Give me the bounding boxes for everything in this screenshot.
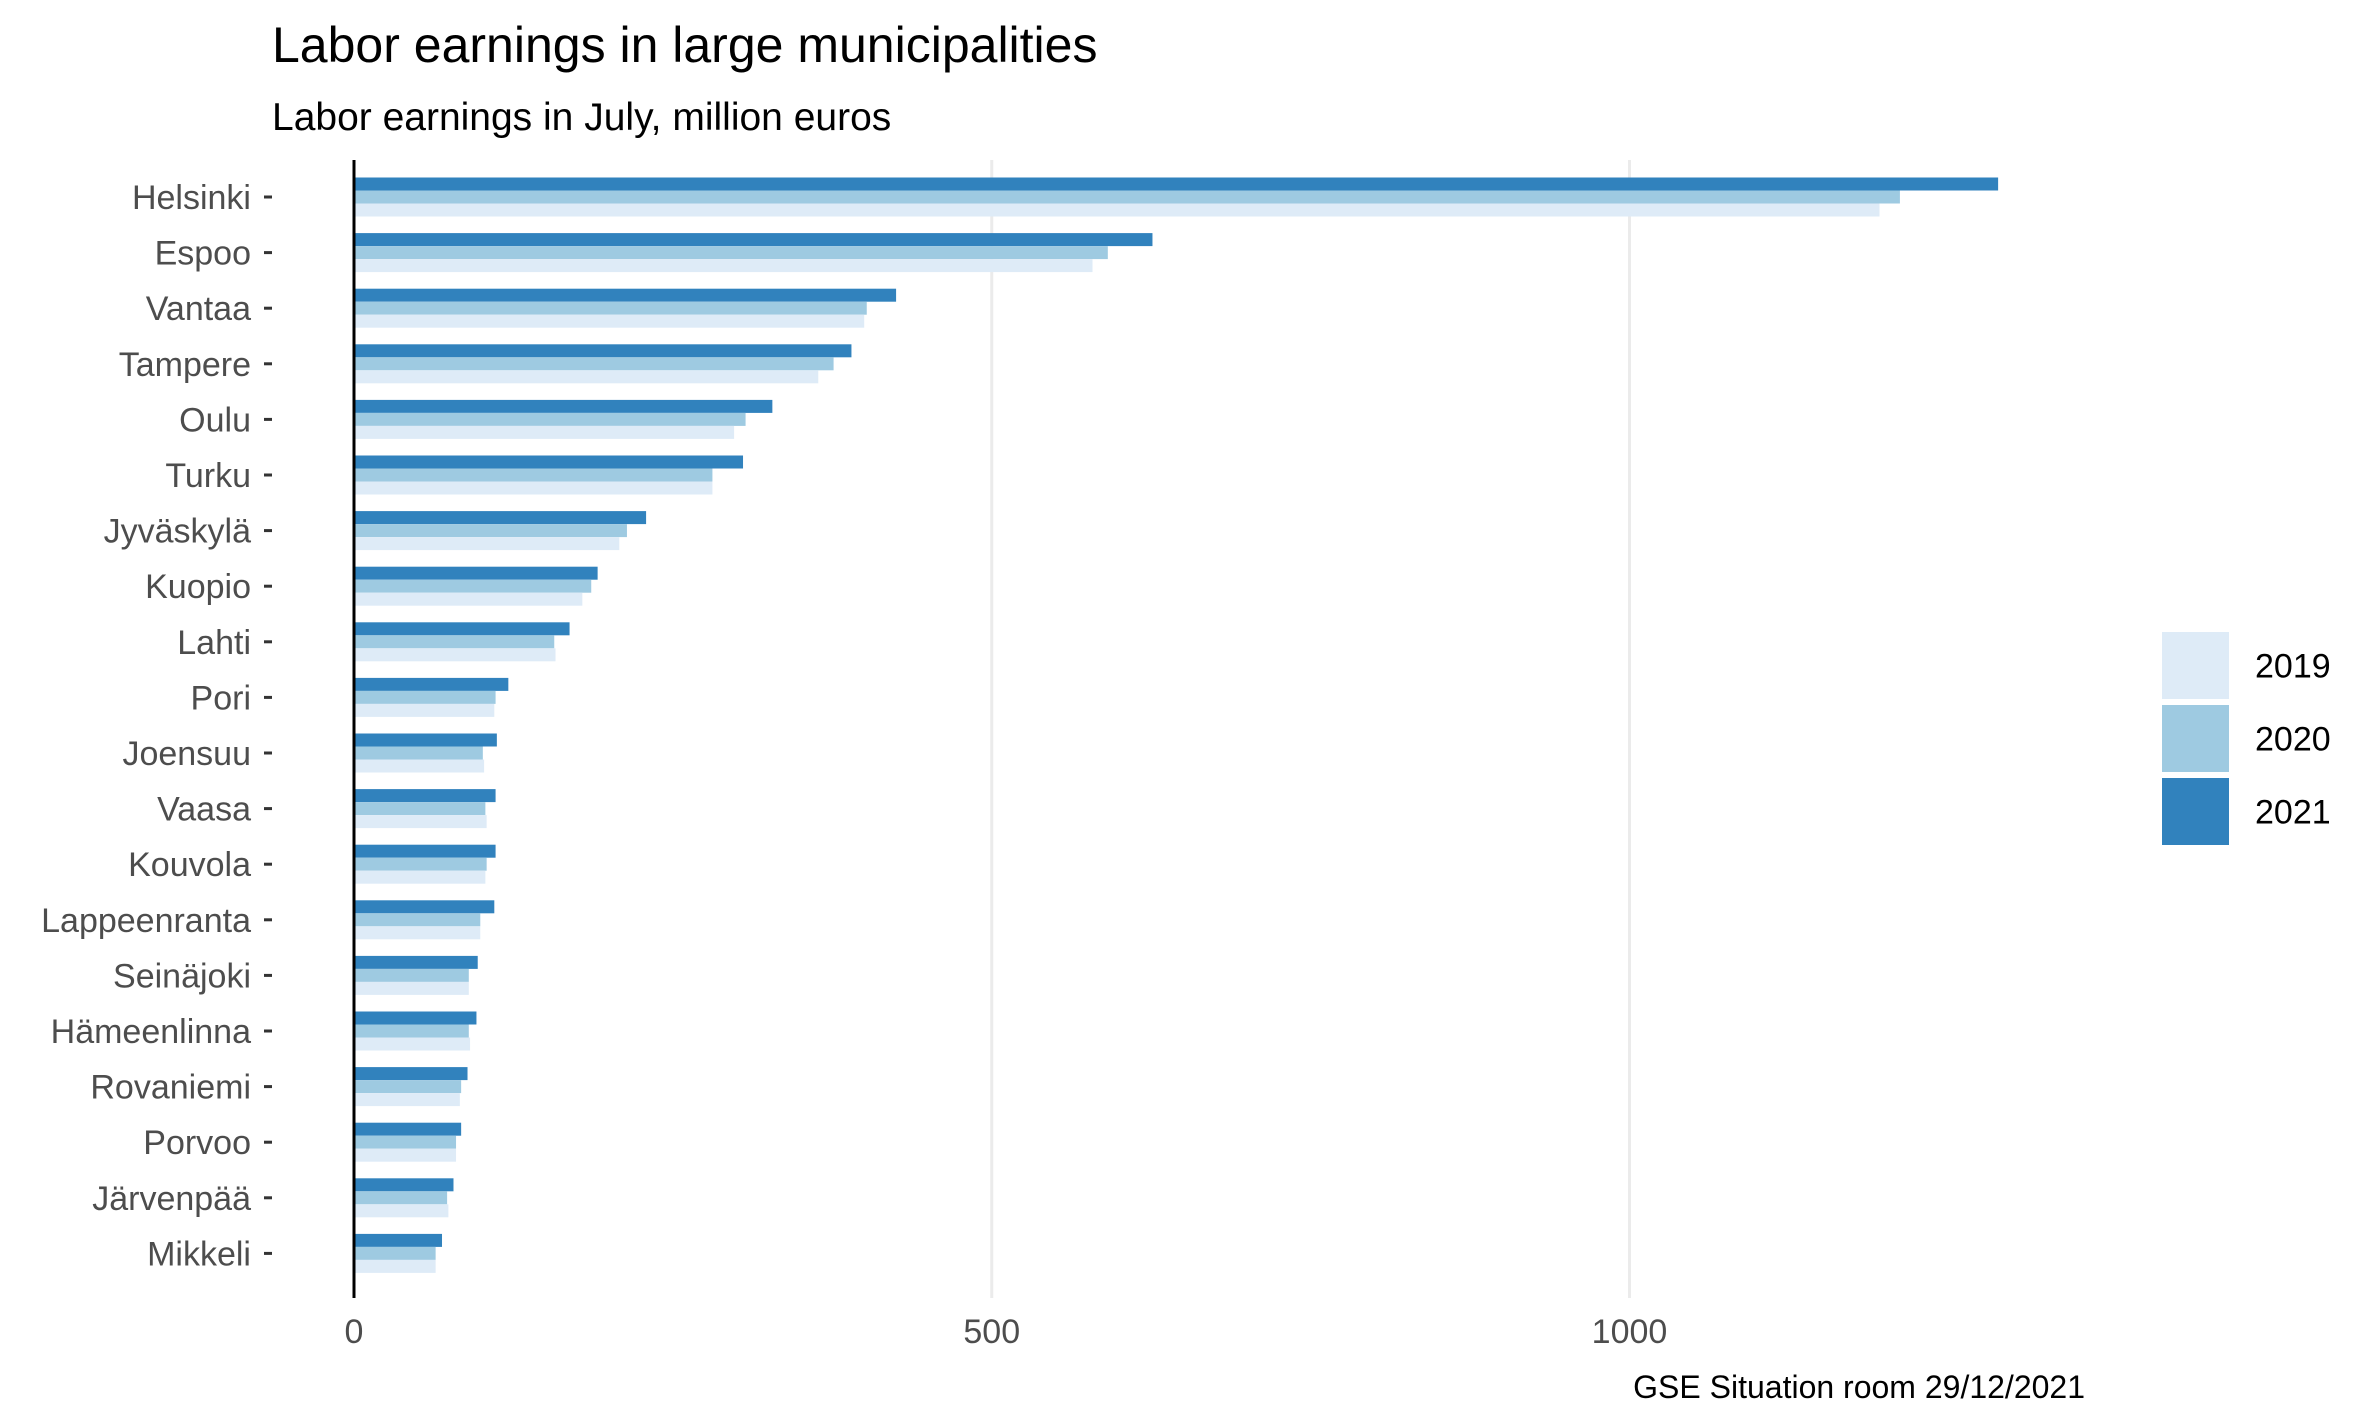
y-tick-label: Kouvola: [128, 846, 251, 884]
y-tick-label: Lappeenranta: [41, 902, 251, 940]
chart-caption: GSE Situation room 29/12/2021: [1633, 1369, 2085, 1405]
x-tick-label: 0: [345, 1313, 364, 1351]
bar-pori-2019: [354, 703, 495, 717]
bar-kuopio-2020: [354, 579, 592, 593]
bar-espoo-2021: [354, 233, 1153, 247]
bar-vaasa-2021: [354, 789, 496, 803]
bar-vantaa-2021: [354, 288, 897, 302]
bar-järvenpää-2020: [354, 1191, 448, 1205]
chart-title: Labor earnings in large municipalities: [272, 17, 1097, 73]
bar-oulu-2021: [354, 399, 773, 413]
y-tick-label: Jyväskylä: [104, 513, 251, 551]
bar-järvenpää-2019: [354, 1204, 449, 1218]
bar-kouvola-2020: [354, 857, 487, 871]
y-tick-label: Espoo: [155, 235, 251, 273]
bar-turku-2020: [354, 468, 713, 482]
bar-vantaa-2020: [354, 301, 867, 315]
bar-lappeenranta-2019: [354, 926, 481, 940]
bar-tampere-2019: [354, 370, 819, 384]
bar-hämeenlinna-2021: [354, 1011, 477, 1025]
y-tick-label: Joensuu: [122, 735, 251, 773]
bar-helsinki-2020: [354, 190, 1900, 204]
bar-porvoo-2019: [354, 1148, 457, 1162]
bar-lappeenranta-2020: [354, 913, 481, 927]
bar-pori-2021: [354, 677, 509, 691]
bar-kuopio-2021: [354, 566, 598, 580]
bar-espoo-2020: [354, 246, 1108, 260]
bar-jyväskylä-2021: [354, 511, 647, 525]
x-tick-label: 1000: [1592, 1313, 1668, 1351]
bar-jyväskylä-2019: [354, 537, 620, 551]
bar-porvoo-2020: [354, 1135, 457, 1149]
legend-key-2019: [2162, 632, 2229, 699]
y-tick-label: Helsinki: [132, 179, 251, 217]
bar-vantaa-2019: [354, 314, 865, 328]
x-axis: 0 500 1000: [345, 1313, 1668, 1351]
bar-lahti-2019: [354, 648, 556, 662]
bar-helsinki-2019: [354, 203, 1880, 217]
bar-järvenpää-2021: [354, 1178, 454, 1192]
legend-label: 2021: [2255, 794, 2331, 832]
bar-turku-2021: [354, 455, 744, 469]
y-axis: Helsinki Espoo Vantaa Tampere Oulu Turku Jyväs…: [41, 179, 272, 1273]
bar-kuopio-2019: [354, 592, 583, 606]
bar-joensuu-2020: [354, 746, 483, 760]
y-tick-label: Kuopio: [145, 568, 251, 606]
bar-espoo-2019: [354, 259, 1093, 273]
bar-vaasa-2020: [354, 802, 486, 816]
y-tick-label: Mikkeli: [147, 1235, 251, 1273]
bar-turku-2019: [354, 481, 713, 495]
y-tick-label: Oulu: [179, 401, 251, 439]
bar-hämeenlinna-2019: [354, 1037, 471, 1051]
bar-mikkeli-2021: [354, 1233, 443, 1247]
bar-vaasa-2019: [354, 815, 487, 829]
legend: 2019 2020 2021: [2162, 632, 2331, 845]
bar-lahti-2020: [354, 635, 555, 649]
bar-jyväskylä-2020: [354, 524, 627, 538]
x-tick-label: 500: [963, 1313, 1020, 1351]
bars: [354, 177, 1999, 1273]
bar-lahti-2021: [354, 622, 570, 636]
y-tick-label: Vantaa: [146, 290, 251, 328]
legend-label: 2020: [2255, 721, 2331, 759]
chart-subtitle: Labor earnings in July, million euros: [272, 96, 891, 139]
bar-joensuu-2019: [354, 759, 485, 773]
y-tick-label: Turku: [165, 457, 251, 495]
bar-kouvola-2019: [354, 870, 486, 884]
y-tick-label: Lahti: [177, 624, 251, 662]
bar-lappeenranta-2021: [354, 900, 495, 914]
bar-helsinki-2021: [354, 177, 1999, 191]
legend-key-2021: [2162, 778, 2229, 845]
bar-joensuu-2021: [354, 733, 497, 747]
bar-rovaniemi-2020: [354, 1080, 462, 1094]
bar-rovaniemi-2019: [354, 1093, 460, 1107]
y-tick-label: Seinäjoki: [113, 957, 251, 995]
bar-hämeenlinna-2020: [354, 1024, 469, 1038]
y-tick-label: Hämeenlinna: [51, 1013, 251, 1051]
bar-oulu-2020: [354, 412, 746, 426]
bar-mikkeli-2020: [354, 1246, 436, 1260]
grid-lines: [990, 160, 1631, 1298]
y-tick-label: Järvenpää: [92, 1180, 251, 1218]
bar-seinäjoki-2019: [354, 981, 469, 995]
bar-tampere-2021: [354, 344, 852, 358]
bar-tampere-2020: [354, 357, 834, 371]
bar-seinäjoki-2020: [354, 968, 469, 982]
bar-rovaniemi-2021: [354, 1067, 468, 1081]
y-tick-label: Pori: [191, 679, 251, 717]
y-tick-label: Vaasa: [157, 791, 251, 829]
legend-key-2020: [2162, 705, 2229, 772]
y-tick-label: Porvoo: [143, 1124, 251, 1162]
y-tick-label: Tampere: [119, 346, 251, 384]
bar-oulu-2019: [354, 425, 735, 439]
legend-label: 2019: [2255, 648, 2331, 686]
y-tick-label: Rovaniemi: [90, 1069, 251, 1107]
bar-pori-2020: [354, 690, 496, 704]
bar-mikkeli-2019: [354, 1259, 436, 1273]
bar-kouvola-2021: [354, 844, 496, 858]
bar-porvoo-2021: [354, 1122, 462, 1136]
bar-seinäjoki-2021: [354, 955, 478, 969]
